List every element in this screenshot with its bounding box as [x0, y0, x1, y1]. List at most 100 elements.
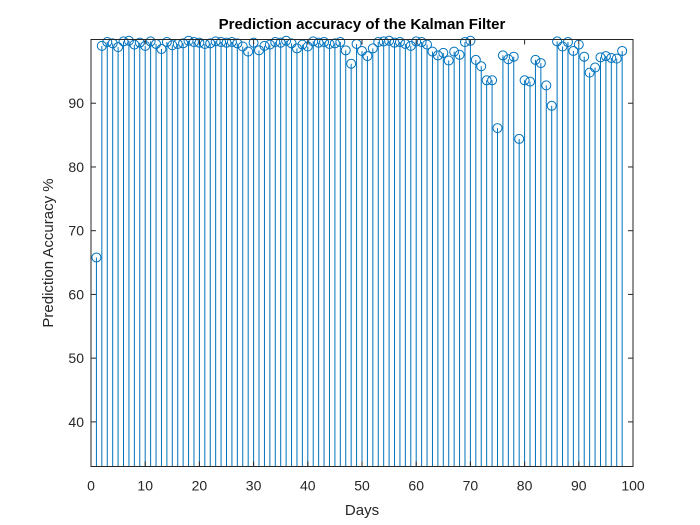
- stem-marker: [297, 39, 308, 50]
- stem-marker: [590, 62, 601, 73]
- ticks-group: 0 10 20 30 40 50 60 70 80 90 100 40 50 60 70 80 90: [68, 39, 645, 494]
- stem-marker: [579, 51, 590, 62]
- stem-marker: [313, 37, 324, 48]
- stem-marker: [530, 54, 541, 65]
- stem-marker: [243, 46, 254, 57]
- stem-marker: [584, 67, 595, 78]
- y-tick-label: 70: [68, 223, 84, 239]
- stem-marker: [145, 36, 156, 47]
- stem-marker: [459, 37, 470, 48]
- stem-marker: [129, 39, 140, 50]
- x-tick-label: 0: [87, 478, 95, 494]
- x-tick-label: 90: [571, 478, 587, 494]
- stem-marker: [394, 37, 405, 48]
- stem-marker: [449, 46, 460, 57]
- stem-marker: [123, 35, 134, 46]
- stem-marker: [96, 40, 107, 51]
- stem-marker: [362, 51, 373, 62]
- stem-marker: [492, 123, 503, 134]
- stem-marker: [525, 76, 536, 87]
- stem-marker: [183, 35, 194, 46]
- stem-marker: [568, 45, 579, 56]
- stem-marker: [91, 252, 102, 263]
- stem-marker: [470, 54, 481, 65]
- x-tick-label: 70: [463, 478, 479, 494]
- stem-marker: [329, 38, 340, 49]
- stem-marker: [617, 45, 628, 56]
- x-tick-label: 20: [192, 478, 208, 494]
- stem-marker: [134, 37, 145, 48]
- x-tick-label: 80: [517, 478, 533, 494]
- x-tick-label: 50: [354, 478, 370, 494]
- stem-marker: [226, 37, 237, 48]
- stem-marker: [378, 36, 389, 47]
- stem-marker: [194, 37, 205, 48]
- stem-marker: [438, 47, 449, 58]
- stem-marker: [275, 37, 286, 48]
- stem-marker: [497, 50, 508, 61]
- stem-marker: [465, 35, 476, 46]
- y-tick-label: 40: [68, 414, 84, 430]
- stem-marker: [335, 37, 346, 48]
- stem-marker: [606, 52, 617, 63]
- stem-marker: [600, 51, 611, 62]
- stem-marker: [308, 36, 319, 47]
- stem-marker: [373, 37, 384, 48]
- stem-marker: [346, 58, 357, 69]
- stem-marker: [552, 36, 563, 47]
- stem-marker: [270, 37, 281, 48]
- stem-marker: [611, 53, 622, 64]
- y-tick-label: 60: [68, 286, 84, 302]
- stem-marker: [156, 44, 167, 55]
- stem-marker: [178, 38, 189, 49]
- stem-marker: [562, 37, 573, 48]
- stem-marker: [291, 43, 302, 54]
- stem-marker: [416, 37, 427, 48]
- x-axis-label: Days: [345, 502, 379, 519]
- stem-marker: [281, 35, 292, 46]
- stem-marker: [216, 37, 227, 48]
- stem-marker: [535, 58, 546, 69]
- stem-marker: [340, 45, 351, 56]
- y-tick-label: 90: [68, 95, 84, 111]
- stem-marker: [508, 51, 519, 62]
- x-tick-label: 100: [621, 478, 645, 494]
- stem-marker: [476, 61, 487, 72]
- stem-marker: [481, 75, 492, 86]
- stem-marker: [454, 49, 465, 60]
- stem-marker: [487, 75, 498, 86]
- y-axis-label: Prediction Accuracy %: [40, 178, 57, 327]
- stem-marker: [319, 37, 330, 48]
- x-tick-label: 30: [246, 478, 262, 494]
- x-tick-label: 60: [408, 478, 424, 494]
- stem-marker: [427, 46, 438, 57]
- stem-marker: [113, 42, 124, 53]
- stem-marker: [595, 52, 606, 63]
- stem-marker: [503, 54, 514, 65]
- stem-marker: [232, 38, 243, 49]
- stem-marker: [514, 133, 525, 144]
- stem-marker: [389, 37, 400, 48]
- stem-marker: [205, 38, 216, 49]
- stem-marker: [357, 45, 367, 56]
- stem-marker: [432, 50, 443, 61]
- stem-marker: [264, 39, 275, 50]
- stem-marker: [546, 100, 557, 111]
- stem-marker: [188, 37, 199, 48]
- stem-marker: [107, 38, 118, 49]
- stem-marker: [118, 36, 129, 47]
- y-tick-label: 50: [68, 350, 84, 366]
- stem-marker: [422, 39, 433, 50]
- x-tick-label: 40: [300, 478, 316, 494]
- stem-marker: [367, 43, 378, 54]
- x-tick-label: 10: [137, 478, 153, 494]
- stem-marker: [519, 75, 530, 86]
- stem-marker: [210, 36, 221, 47]
- stem-marker: [384, 35, 395, 46]
- stem-marker: [541, 80, 552, 91]
- stem-marker: [167, 40, 178, 51]
- stem-marker: [161, 37, 172, 48]
